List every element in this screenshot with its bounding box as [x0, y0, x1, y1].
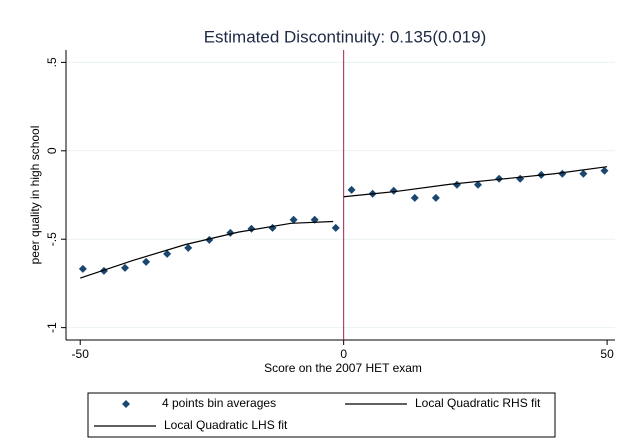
y-axis-label: peer quality in high school	[28, 126, 42, 265]
bin-marker	[558, 169, 567, 178]
legend-label: Local Quadratic LHS fit	[164, 418, 288, 432]
legend-box	[87, 392, 556, 438]
bin-marker	[431, 193, 440, 202]
x-tick-label: 50	[600, 347, 614, 361]
bin-marker	[331, 223, 340, 232]
bin-marker	[289, 215, 298, 224]
bin-marker	[347, 185, 356, 194]
y-tick-label: -.5	[45, 232, 59, 246]
bin-marker	[78, 264, 87, 273]
y-tick-label: -1	[45, 322, 59, 333]
bin-marker	[495, 174, 504, 183]
bin-marker	[452, 180, 461, 189]
bin-marker	[121, 263, 130, 272]
x-tick-label: -50	[72, 347, 90, 361]
bin-marker	[142, 257, 151, 266]
legend-marker	[122, 400, 130, 408]
bin-marker	[163, 249, 172, 258]
x-tick-label: 0	[340, 347, 347, 361]
bin-marker	[410, 193, 419, 202]
y-tick-label: 0	[45, 147, 59, 154]
fit-line	[343, 166, 608, 198]
bin-marker	[579, 169, 588, 178]
x-axis-label: Score on the 2007 HET exam	[264, 361, 422, 375]
chart-title: Estimated Discontinuity: 0.135(0.019)	[204, 27, 487, 46]
bin-marker	[474, 180, 483, 189]
fit-line	[80, 220, 334, 279]
bin-marker	[600, 166, 609, 175]
bin-marker	[389, 186, 398, 195]
legend-label: 4 points bin averages	[162, 396, 276, 410]
y-tick-label: .5	[45, 57, 59, 67]
bin-marker	[184, 243, 193, 252]
legend-label: Local Quadratic RHS fit	[415, 396, 541, 410]
